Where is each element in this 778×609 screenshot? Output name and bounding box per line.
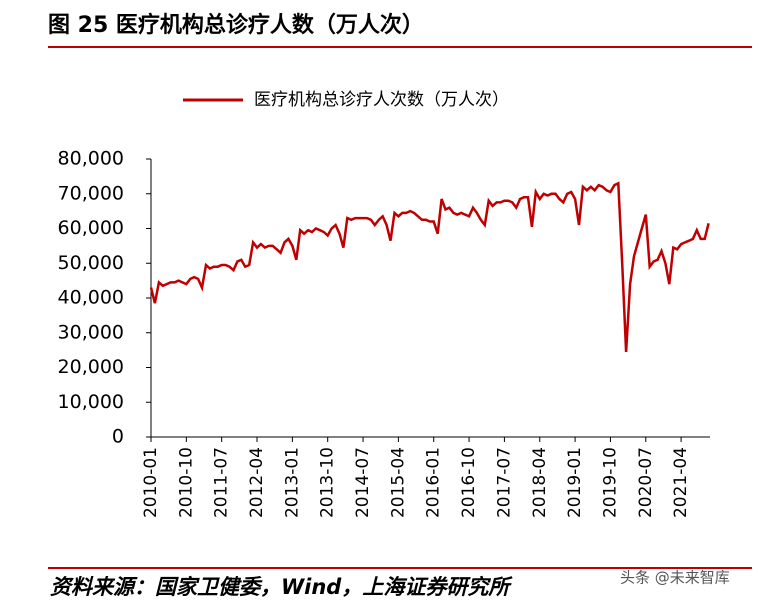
x-tick-label: 2016-10 xyxy=(459,447,479,518)
x-tick-label: 2012-04 xyxy=(247,447,267,518)
watermark: 头条 @未来智库 xyxy=(620,569,730,587)
x-tick-label: 2011-07 xyxy=(212,447,232,518)
x-tick-label: 2015-04 xyxy=(388,447,408,518)
y-tick-label: 70,000 xyxy=(58,182,124,204)
y-tick-label: 30,000 xyxy=(58,321,124,343)
x-tick-label: 2017-07 xyxy=(494,447,514,518)
y-tick-label: 20,000 xyxy=(58,356,124,378)
source-note: 资料来源：国家卫健委，Wind，上海证券研究所 xyxy=(50,575,513,599)
y-tick-label: 50,000 xyxy=(58,252,124,274)
x-tick-label: 2013-01 xyxy=(282,447,302,518)
y-tick-label: 40,000 xyxy=(58,287,124,309)
x-tick-label: 2014-07 xyxy=(353,447,373,518)
x-tick-label: 2016-01 xyxy=(424,447,444,518)
x-tick-label: 2021-04 xyxy=(671,447,691,518)
y-tick-label: 10,000 xyxy=(58,391,124,413)
y-tick-label: 60,000 xyxy=(58,217,124,239)
x-tick-label: 2020-07 xyxy=(636,447,656,518)
chart-title: 图 25 医疗机构总诊疗人数（万人次） xyxy=(48,12,424,38)
y-tick-label: 0 xyxy=(112,426,124,448)
legend-label: 医疗机构总诊疗人次数（万人次） xyxy=(254,90,509,110)
y-tick-label: 80,000 xyxy=(58,148,124,170)
data-line xyxy=(149,181,710,352)
x-tick-label: 2018-04 xyxy=(530,447,550,518)
x-tick-label: 2019-10 xyxy=(600,447,620,518)
x-tick-label: 2013-10 xyxy=(318,447,338,518)
x-tick-label: 2010-01 xyxy=(141,447,161,518)
x-tick-label: 2019-01 xyxy=(565,447,585,518)
x-tick-label: 2010-10 xyxy=(176,447,196,518)
